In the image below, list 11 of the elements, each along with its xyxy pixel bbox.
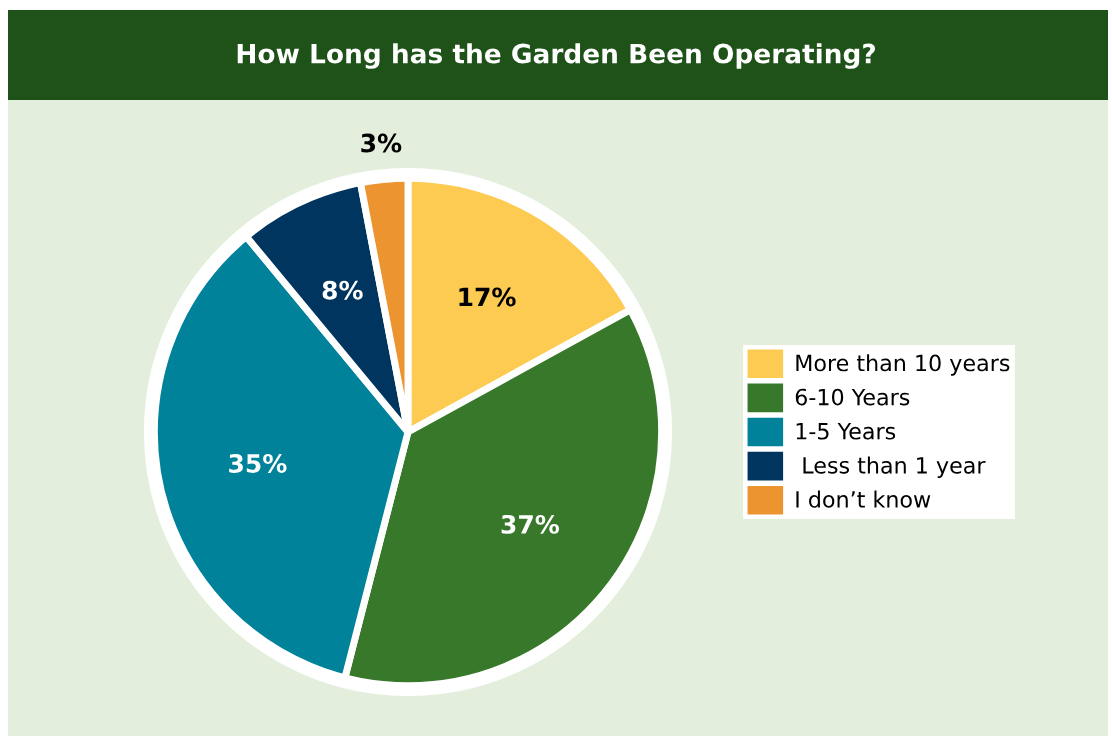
data-label: 35%	[229, 454, 287, 473]
legend-label: I don’t know	[796, 490, 931, 508]
data-label: 8%	[322, 280, 363, 300]
chart-title: How Long has the Garden Been Operating?	[237, 43, 875, 69]
legend-label: Less than 1 year	[803, 456, 986, 479]
legend-label: 1-5 Years	[796, 423, 896, 440]
legend-label: More than 10 years	[796, 354, 1010, 376]
data-label: 3%	[361, 133, 402, 153]
data-label: 17%	[459, 287, 516, 307]
legend-label: 6-10 Years	[795, 388, 910, 406]
data-label: 37%	[501, 514, 560, 534]
